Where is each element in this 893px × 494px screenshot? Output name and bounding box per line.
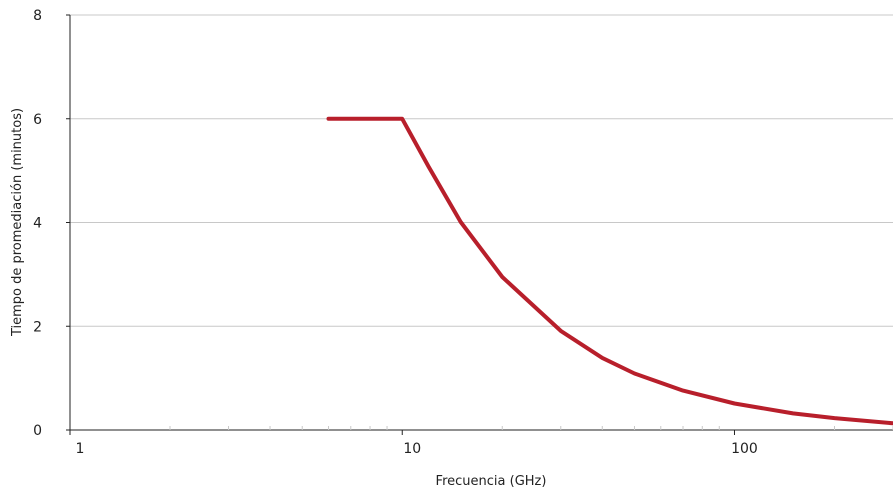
axes [66,14,893,435]
x-tick-label: 100 [731,441,758,457]
y-tick-label: 0 [33,423,42,439]
tick-labels: 0 2 4 6 8 1 10 100 [33,8,758,457]
y-tick-label: 8 [33,8,42,24]
gridlines [70,14,893,327]
x-axis-title: Frecuencia (GHz) [436,474,547,489]
y-tick-label: 6 [33,112,42,128]
y-axis-title: Tiempo de promediación (minutos) [10,108,25,337]
series-layer [326,116,893,426]
series-line [326,116,893,426]
x-tick-label: 1 [76,441,85,457]
y-tick-label: 2 [33,319,42,335]
x-tick-label: 10 [403,441,421,457]
y-tick-label: 4 [33,216,42,232]
